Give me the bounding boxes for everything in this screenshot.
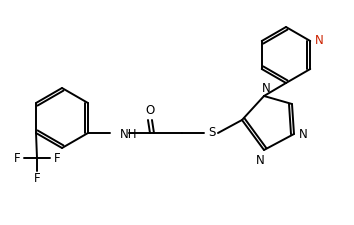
Text: O: O <box>145 104 155 117</box>
Text: N: N <box>315 34 324 47</box>
Text: F: F <box>14 151 20 164</box>
Text: S: S <box>208 126 216 140</box>
Text: NH: NH <box>120 128 137 142</box>
Text: N: N <box>256 153 264 166</box>
Text: N: N <box>299 128 307 140</box>
Text: F: F <box>34 171 40 184</box>
Text: F: F <box>54 151 60 164</box>
Text: N: N <box>262 83 270 95</box>
